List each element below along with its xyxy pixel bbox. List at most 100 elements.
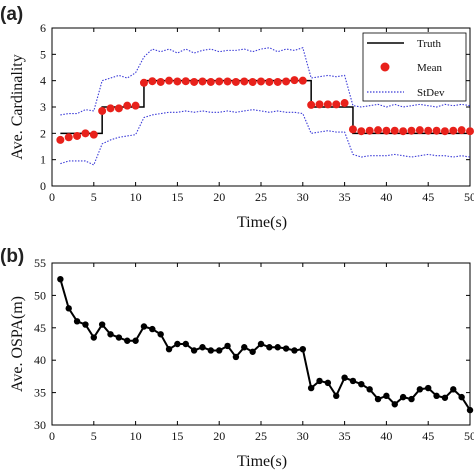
- legend-mean-label: Mean: [417, 62, 443, 74]
- ospa-point: [90, 334, 98, 341]
- mean-point: [190, 77, 199, 86]
- mean-point: [298, 76, 307, 85]
- stdev-upper-line: [60, 47, 471, 116]
- stdev-lower-line: [60, 109, 471, 166]
- ospa-point: [257, 340, 265, 348]
- panel-a-x-tick-label: 45: [422, 190, 434, 204]
- panel-a-x-axis-label: Time(s): [237, 214, 287, 231]
- mean-point: [257, 77, 265, 86]
- panel-b-x-tick-label: 25: [255, 429, 267, 443]
- panel-a-label: (a): [0, 4, 23, 25]
- ospa-point: [182, 340, 189, 348]
- mean-point: [123, 101, 132, 110]
- panel-a-y-tick-label: 4: [40, 74, 46, 88]
- panel-b-y-tick-label: 50: [34, 288, 46, 302]
- mean-point: [374, 126, 383, 135]
- panel-b-x-tick-label: 20: [213, 429, 225, 443]
- mean-point: [81, 129, 90, 138]
- mean-point: [89, 130, 98, 139]
- mean-point: [181, 77, 190, 86]
- mean-point: [415, 126, 424, 135]
- mean-point: [307, 100, 316, 109]
- mean-point: [173, 77, 182, 86]
- mean-point: [206, 77, 215, 86]
- ospa-point: [190, 347, 198, 354]
- ospa-point: [224, 342, 231, 350]
- ospa-point: [349, 377, 357, 385]
- mean-point: [64, 133, 73, 142]
- ospa-point: [458, 393, 465, 401]
- ospa-point: [199, 344, 206, 351]
- panel-a-y-axis-label: Ave. Cardinality: [9, 54, 26, 159]
- mean-point: [165, 76, 174, 85]
- ospa-point: [132, 337, 139, 344]
- legend-truth-label: Truth: [417, 38, 442, 50]
- panel-a-y-tick-label: 0: [40, 179, 46, 193]
- panel-b-axes: 0 5 10 15 20 25 30 35 40 45 50 30 35 40 45 50 55: [34, 256, 474, 443]
- mean-point: [449, 126, 458, 135]
- panel-a-x-tick-label: 0: [49, 190, 55, 204]
- mean-point: [215, 77, 224, 86]
- mean-point: [348, 125, 357, 134]
- panel-a-x-tick-label: 40: [380, 190, 392, 204]
- ospa-point: [232, 353, 240, 361]
- legend-box: [362, 32, 467, 102]
- ospa-point: [341, 374, 348, 381]
- ospa-point: [149, 325, 156, 333]
- ospa-point: [207, 347, 215, 354]
- ospa-point: [241, 344, 248, 351]
- mean-point: [131, 101, 140, 110]
- panel-b-x-tick-label: 10: [130, 429, 142, 443]
- panel-a-data: [56, 47, 474, 166]
- mean-point: [282, 77, 291, 86]
- panel-b-x-tick-label: 30: [297, 429, 309, 443]
- mean-point: [139, 78, 148, 87]
- ospa-point: [165, 345, 173, 353]
- panel-a-legend: Truth Mean StDev: [362, 32, 467, 102]
- ospa-point: [216, 347, 223, 354]
- mean-point: [432, 126, 441, 135]
- ospa-point: [140, 323, 148, 330]
- mean-point: [248, 77, 257, 86]
- panel-a-x-tick-label: 15: [171, 190, 183, 204]
- mean-point: [290, 76, 299, 85]
- panel-a-y-tick-label: 6: [40, 21, 46, 35]
- mean-point: [148, 77, 157, 86]
- mean-point: [382, 126, 391, 135]
- ospa-point: [115, 334, 123, 341]
- mean-point: [223, 77, 232, 86]
- mean-point: [340, 99, 349, 108]
- ospa-point: [307, 384, 315, 392]
- mean-point: [407, 126, 416, 135]
- mean-point: [457, 126, 466, 135]
- mean-point: [156, 77, 165, 86]
- ospa-point: [266, 344, 273, 351]
- mean-point: [56, 135, 65, 144]
- ospa-point: [450, 386, 457, 393]
- panel-b-y-tick-label: 45: [34, 321, 46, 335]
- panel-b-x-tick-label: 50: [464, 429, 474, 443]
- ospa-point: [73, 318, 81, 325]
- panel-b-y-tick-label: 30: [34, 418, 46, 432]
- ospa-point: [82, 321, 89, 328]
- ospa-point: [416, 386, 424, 393]
- mean-point: [198, 77, 207, 86]
- ospa-point: [299, 345, 306, 353]
- mean-point: [357, 127, 366, 136]
- panel-a-x-tick-label: 5: [91, 190, 97, 204]
- ospa-point: [324, 379, 332, 387]
- panel-b-x-tick-label: 40: [380, 429, 392, 443]
- ospa-point: [174, 340, 181, 348]
- panel-a-x-tick-label: 50: [464, 190, 474, 204]
- mean-point: [323, 100, 332, 109]
- mean-point: [265, 77, 274, 86]
- panel-a-y-tick-label: 1: [40, 153, 46, 167]
- ospa-point: [466, 406, 474, 414]
- panel-b-x-tick-label: 35: [339, 429, 351, 443]
- ospa-point: [249, 348, 256, 355]
- panel-b-data: [57, 276, 474, 414]
- panel-b-x-tick-label: 0: [49, 429, 55, 443]
- ospa-point: [316, 377, 323, 385]
